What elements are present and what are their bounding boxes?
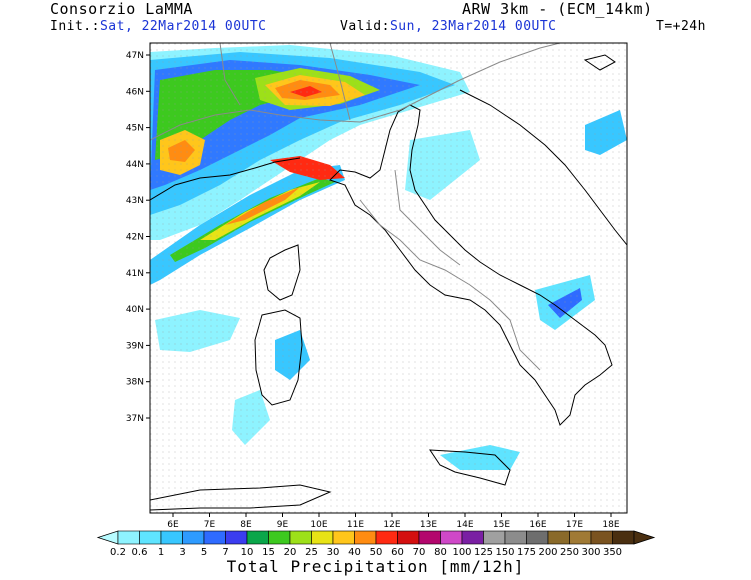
coastlines [150,54,627,511]
colorbar-swatch [504,530,527,545]
borders [150,43,561,371]
lat-label: 46N [126,87,144,97]
lon-label: 14E [456,520,473,530]
colorbar-level-label: 5 [201,547,207,558]
colorbar-swatch [160,530,183,545]
lead-time: T=+24h [656,19,706,34]
colorbar-level-label: 80 [434,547,447,558]
model-title: ARW 3km - (ECM_14km) [462,0,653,18]
latitude-axis: 47N 46N 45N 44N 43N 42N 41N 40N 39N 38N 37N [126,51,150,424]
lon-label: 12E [383,520,400,530]
lat-label: 39N [126,341,144,351]
colorbar-level-label: 30 [327,547,340,558]
colorbar-level-label: 1 [158,547,164,558]
colorbar-level-label: 0.6 [132,547,148,558]
lon-label: 15E [493,520,510,530]
colorbar-arrow-left [96,530,119,545]
colorbar-swatch [590,530,613,545]
colorbar-level-label: 15 [262,547,275,558]
valid-line: Valid:Sun, 23Mar2014 00UTC [340,19,557,34]
lat-label: 41N [126,269,144,279]
lat-label: 44N [126,160,144,170]
colorbar-swatch [397,530,420,545]
colorbar-swatch [289,530,312,545]
colorbar-swatch [182,530,205,545]
init-label: Init.: [50,19,100,34]
lon-label: 18E [602,520,619,530]
lat-label: 37N [126,414,144,424]
colorbar-level-label: 125 [474,547,493,558]
colorbar-swatch [311,530,334,545]
colorbar-swatch [225,530,248,545]
colorbar-swatch [246,530,269,545]
lat-label: 47N [126,51,144,61]
colorbar-level-label: 10 [241,547,254,558]
colorbar-level-label: 200 [538,547,557,558]
colorbar-title: Total Precipitation [mm/12h] [226,557,525,576]
colorbar-arrow-right [633,530,656,545]
lon-label: 16E [529,520,546,530]
colorbar-swatch [203,530,226,545]
map-area [150,43,627,513]
init-line: Init.:Sat, 22Mar2014 00UTC [50,19,267,34]
colorbar-swatch [526,530,549,545]
colorbar: 0.2 0.6 1 3 5 7 10 15 20 25 30 40 50 60 70 80 100 125 150 1… [96,530,656,558]
colorbar-level-label: 150 [495,547,514,558]
colorbar-swatch [117,530,140,545]
lat-label: 38N [126,378,144,388]
colorbar-level-label: 3 [179,547,185,558]
lat-label: 42N [126,233,144,243]
colorbar-level-label: 20 [284,547,297,558]
colorbar-swatch [375,530,398,545]
valid-value: Sun, 23Mar2014 00UTC [389,19,557,34]
colorbar-swatch [418,530,441,545]
colorbar-swatch [612,530,635,545]
lat-label: 40N [126,305,144,315]
longitude-axis: 6E 7E 8E 9E 10E 11E 12E 13E 14E 15E 16E 17E 18E [167,513,620,530]
colorbar-level-label: 25 [305,547,318,558]
lon-label: 10E [310,520,327,530]
colorbar-level-label: 7 [222,547,228,558]
colorbar-swatch [440,530,463,545]
colorbar-level-label: 350 [603,547,622,558]
colorbar-level-label: 70 [413,547,426,558]
org-title: Consorzio LaMMA [50,0,193,18]
colorbar-level-label: 0.2 [110,547,126,558]
colorbar-level-label: 50 [370,547,383,558]
lat-label: 45N [126,124,144,134]
colorbar-swatch [268,530,291,545]
colorbar-level-label: 100 [452,547,471,558]
lon-label: 7E [204,520,216,530]
init-value: Sat, 22Mar2014 00UTC [99,19,267,34]
colorbar-swatch [569,530,592,545]
colorbar-level-label: 300 [581,547,600,558]
colorbar-swatch [354,530,377,545]
colorbar-level-label: 60 [391,547,404,558]
valid-label: Valid: [340,19,390,34]
colorbar-swatch [461,530,484,545]
colorbar-level-label: 250 [560,547,579,558]
lon-label: 17E [566,520,583,530]
lon-label: 8E [240,520,252,530]
colorbar-swatch [547,530,570,545]
map-frame [149,42,628,514]
lon-label: 9E [277,520,289,530]
colorbar-level-label: 175 [517,547,536,558]
colorbar-level-label: 40 [348,547,361,558]
colorbar-swatch [483,530,506,545]
lon-label: 11E [347,520,364,530]
colorbar-swatch [332,530,355,545]
lon-label: 13E [420,520,437,530]
lat-label: 43N [126,196,144,206]
colorbar-swatch [139,530,162,545]
lon-label: 6E [167,520,179,530]
